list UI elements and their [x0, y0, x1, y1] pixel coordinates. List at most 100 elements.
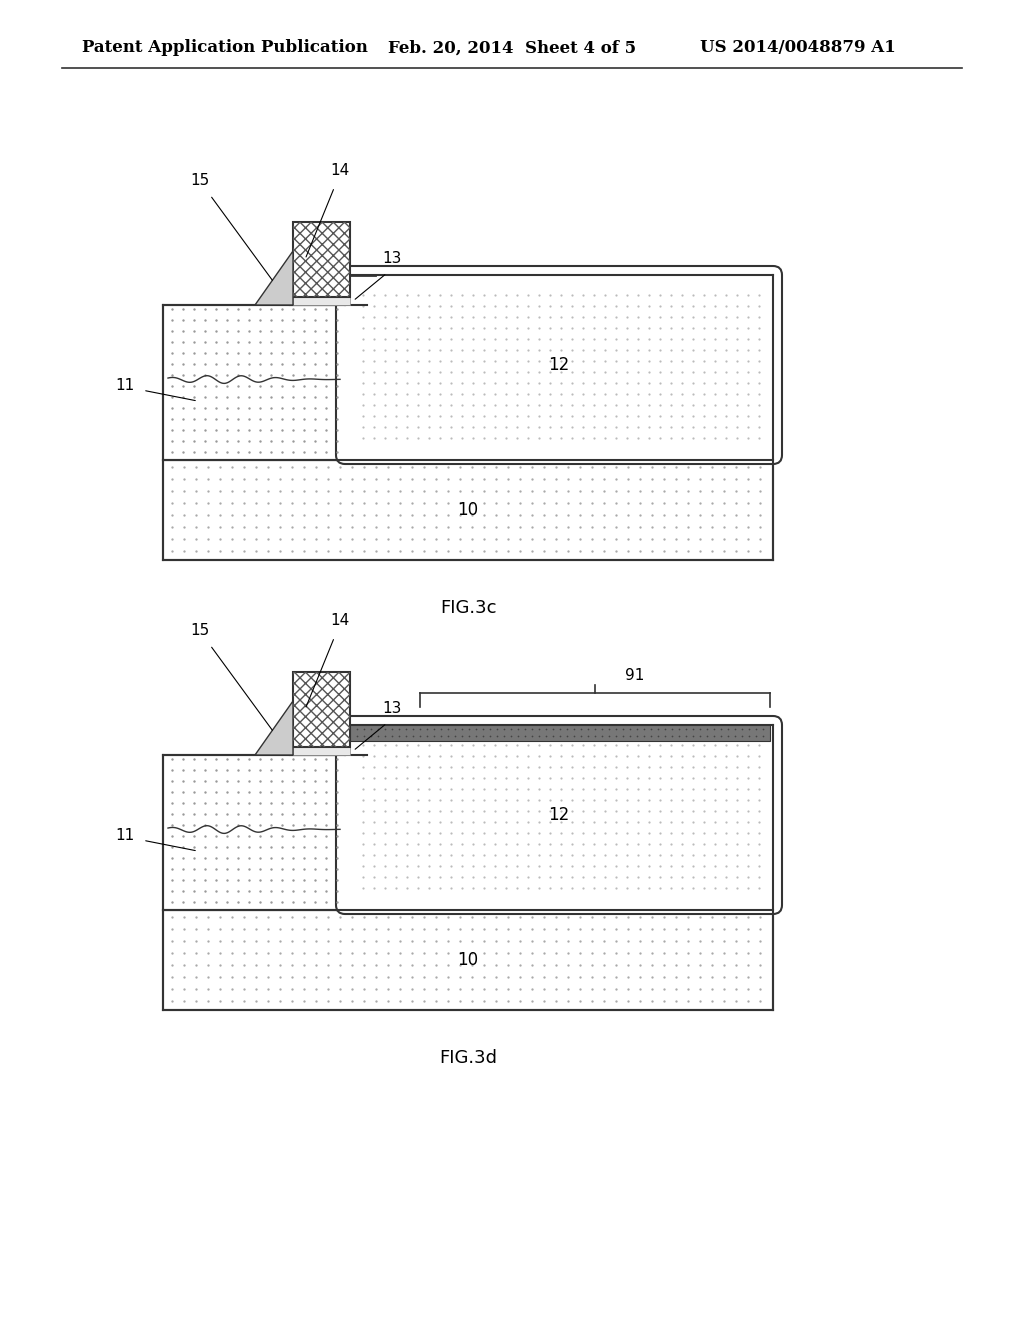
Point: [717, 339, 733, 360]
Point: [354, 810, 371, 832]
Point: [428, 504, 444, 525]
Point: [440, 504, 457, 525]
Point: [212, 516, 228, 537]
Point: [329, 430, 345, 451]
Point: [481, 725, 498, 746]
Point: [488, 725, 505, 746]
Point: [542, 843, 558, 865]
Point: [651, 810, 668, 832]
Point: [500, 919, 516, 940]
Point: [629, 718, 645, 739]
Point: [684, 339, 700, 360]
Point: [498, 756, 514, 777]
Point: [674, 416, 690, 437]
Point: [354, 360, 371, 381]
Point: [629, 725, 645, 746]
Point: [596, 350, 612, 371]
Point: [475, 876, 492, 898]
Point: [440, 907, 457, 928]
Point: [512, 931, 528, 952]
Point: [248, 942, 264, 964]
Point: [229, 375, 246, 396]
Point: [317, 869, 334, 890]
Point: [519, 360, 536, 381]
Point: [739, 360, 756, 381]
Point: [668, 931, 684, 952]
Point: [187, 492, 204, 513]
Point: [596, 372, 612, 393]
Point: [416, 990, 432, 1011]
Point: [668, 990, 684, 1011]
Point: [344, 966, 360, 987]
Point: [607, 284, 624, 305]
Point: [319, 469, 336, 490]
Point: [236, 492, 252, 513]
Point: [663, 810, 679, 832]
Point: [703, 457, 720, 478]
Point: [644, 942, 660, 964]
Point: [487, 457, 504, 478]
Point: [618, 789, 635, 810]
Point: [163, 814, 179, 836]
Point: [574, 855, 591, 876]
Point: [295, 298, 311, 319]
Point: [285, 319, 301, 341]
Point: [684, 789, 700, 810]
Point: [586, 822, 602, 843]
Point: [651, 843, 668, 865]
Point: [452, 528, 468, 549]
Point: [596, 810, 612, 832]
Point: [398, 393, 415, 414]
Point: [674, 876, 690, 898]
Point: [752, 931, 768, 952]
Point: [680, 469, 696, 490]
Point: [174, 814, 190, 836]
Point: [596, 777, 612, 799]
Point: [716, 504, 732, 525]
Point: [185, 858, 202, 879]
Point: [295, 759, 311, 780]
Point: [751, 855, 767, 876]
Point: [174, 836, 190, 857]
Point: [174, 430, 190, 451]
Point: [620, 907, 636, 928]
Point: [446, 718, 463, 739]
Point: [319, 966, 336, 987]
Point: [368, 931, 384, 952]
Point: [651, 777, 668, 799]
Point: [260, 469, 276, 490]
Point: [663, 777, 679, 799]
Point: [185, 770, 202, 791]
Point: [174, 803, 190, 824]
Point: [563, 393, 580, 414]
Point: [251, 880, 267, 902]
Point: [698, 718, 715, 739]
Point: [442, 405, 459, 426]
Point: [640, 756, 656, 777]
Point: [552, 360, 568, 381]
Point: [695, 383, 712, 404]
Point: [552, 855, 568, 876]
Point: [542, 317, 558, 338]
Point: [273, 869, 290, 890]
Point: [728, 350, 744, 371]
Point: [174, 880, 190, 902]
Point: [632, 492, 648, 513]
Point: [655, 931, 672, 952]
Point: [695, 327, 712, 348]
Point: [716, 528, 732, 549]
Point: [655, 528, 672, 549]
Point: [185, 418, 202, 440]
Point: [355, 469, 372, 490]
Point: [717, 744, 733, 766]
Point: [498, 317, 514, 338]
Point: [707, 744, 723, 766]
Point: [366, 405, 382, 426]
Point: [432, 725, 449, 746]
Point: [580, 718, 596, 739]
Point: [164, 469, 180, 490]
Point: [508, 767, 524, 788]
Point: [508, 810, 524, 832]
Point: [344, 480, 360, 502]
Point: [508, 383, 524, 404]
